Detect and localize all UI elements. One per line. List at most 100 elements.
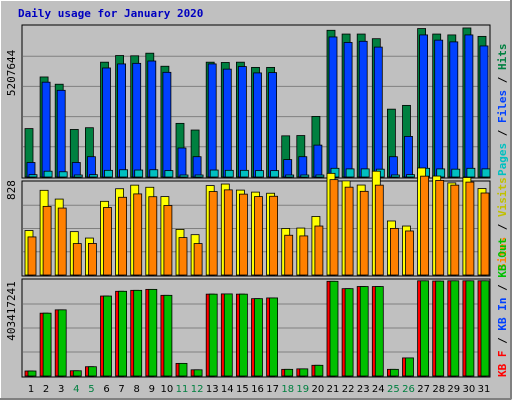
bar-files xyxy=(313,144,323,178)
bar-sites xyxy=(148,196,158,276)
bar-kb-in xyxy=(193,369,203,377)
bar-files xyxy=(419,34,429,178)
bar-pages xyxy=(466,167,476,178)
legend-sep-1: / xyxy=(496,123,509,143)
bar-kb-in xyxy=(450,280,460,377)
day-label: 12 xyxy=(191,384,204,395)
bar-files xyxy=(162,71,172,178)
bar-kb-in xyxy=(148,288,158,377)
bar-files xyxy=(449,41,459,178)
bar-pages xyxy=(360,168,370,178)
bar-pages xyxy=(179,174,189,178)
bar-kb-in xyxy=(133,289,143,377)
bar-kb-in xyxy=(178,362,188,377)
bar-pages xyxy=(239,169,249,178)
day-label: 21 xyxy=(327,384,340,395)
kbytes-max-label: 403417241 xyxy=(5,281,18,341)
day-label: 11 xyxy=(176,384,189,395)
bar-sites xyxy=(27,236,37,276)
day-label: 9 xyxy=(149,384,155,395)
day-label: 3 xyxy=(58,384,64,395)
bar-sites xyxy=(269,195,279,276)
legend-hits: Pages / Files / Hits xyxy=(496,44,509,177)
bar-sites xyxy=(389,227,399,276)
bar-files xyxy=(56,89,66,178)
legend-sep-2: / xyxy=(496,70,509,90)
day-label: 2 xyxy=(43,384,49,395)
bar-kb-in xyxy=(223,293,233,377)
bar-sites xyxy=(193,243,203,276)
bar-sites xyxy=(450,184,460,276)
bar-pages xyxy=(285,174,295,178)
day-label: 5 xyxy=(88,384,94,395)
hits-max-label: 5207644 xyxy=(5,49,18,96)
bar-pages xyxy=(481,168,491,178)
bar-files xyxy=(283,159,293,178)
day-label: 13 xyxy=(206,384,219,395)
bar-sites xyxy=(314,225,324,276)
bar-files xyxy=(464,34,474,178)
bar-files xyxy=(117,63,126,178)
bar-kb-in xyxy=(344,288,354,377)
bar-kb-in xyxy=(435,280,445,377)
legend-kbf: KB F xyxy=(496,351,509,378)
day-label: 28 xyxy=(432,384,445,395)
bar-pages xyxy=(58,171,68,178)
bar-pages xyxy=(134,169,144,178)
bar-pages xyxy=(390,174,400,178)
bar-kb-in xyxy=(72,370,82,377)
day-label: 7 xyxy=(118,384,124,395)
day-label: 18 xyxy=(281,384,294,395)
bar-files xyxy=(132,62,142,178)
bar-sites xyxy=(359,190,369,276)
bar-sites xyxy=(344,186,354,276)
day-labels: 1 2 3 4 5 6 7 8 9 10 11 12 13 14 15 16 17 18 19 20 21 22 23 24 2… xyxy=(28,384,491,395)
bar-sites xyxy=(163,205,173,276)
bar-files xyxy=(87,156,96,178)
legend-kbin: KB In xyxy=(496,298,509,331)
bar-files xyxy=(237,66,247,178)
bar-files xyxy=(298,156,308,178)
bar-sites xyxy=(133,193,143,276)
day-label: 15 xyxy=(236,384,249,395)
bar-files xyxy=(358,40,368,178)
bar-pages xyxy=(28,174,38,178)
bar-sites xyxy=(178,237,188,276)
day-label: 1 xyxy=(28,384,34,395)
bar-sites xyxy=(103,207,112,276)
bar-pages xyxy=(89,174,98,178)
bar-sites xyxy=(299,235,309,276)
bar-sites xyxy=(374,184,384,276)
day-label: 24 xyxy=(372,384,385,395)
bar-files xyxy=(41,81,51,178)
bar-kb-in xyxy=(314,364,324,377)
bar-pages xyxy=(255,170,264,178)
bar-kb-in xyxy=(420,280,430,377)
day-label: 26 xyxy=(402,384,415,395)
bar-kb-in xyxy=(269,297,279,377)
day-label: 23 xyxy=(357,384,370,395)
bar-sites xyxy=(57,207,67,276)
bar-kb-in xyxy=(389,368,399,377)
legend-kbytes-text: KB F / KB In / KB Out xyxy=(496,238,509,377)
bar-pages xyxy=(149,169,159,178)
day-label: 30 xyxy=(463,384,476,395)
bar-files xyxy=(434,39,444,178)
legend-hits-label: Hits xyxy=(496,44,509,71)
bar-files xyxy=(388,156,398,178)
bar-sites xyxy=(118,196,127,276)
bar-sites xyxy=(208,191,218,276)
legend-visits-label: Visits xyxy=(496,177,509,217)
bar-kb-in xyxy=(374,286,384,377)
bar-files xyxy=(147,60,157,178)
legend-files: Files xyxy=(496,90,509,123)
bar-pages xyxy=(194,174,204,178)
bar-kb-in xyxy=(329,280,339,377)
bar-pages xyxy=(224,169,234,178)
bar-files xyxy=(328,36,338,178)
visits-max-label: 828 xyxy=(5,180,18,200)
bar-files xyxy=(207,63,217,178)
day-label: 4 xyxy=(73,384,79,395)
bar-sites xyxy=(465,181,475,276)
